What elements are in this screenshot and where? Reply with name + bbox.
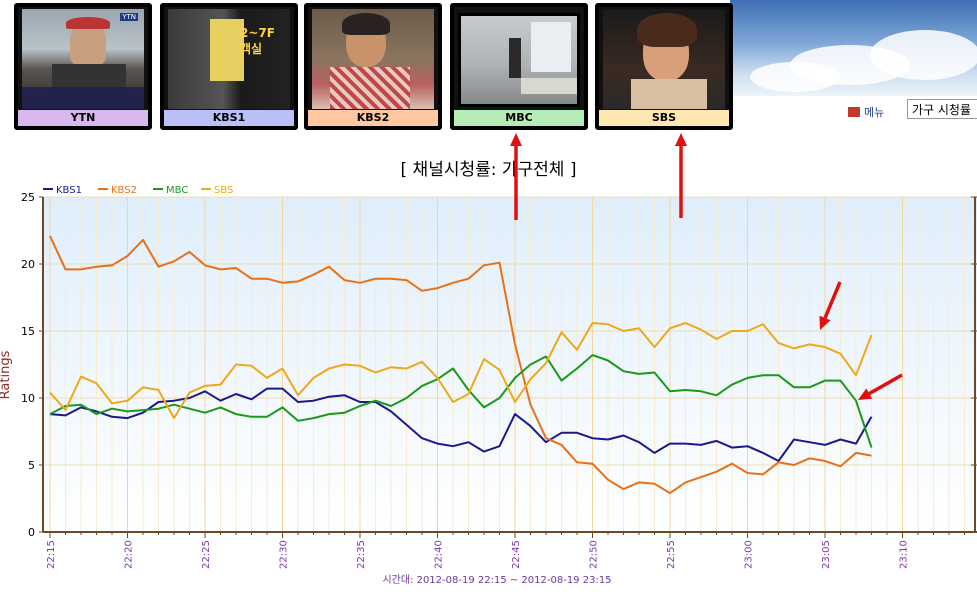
legend-label-kbs2: KBS2 bbox=[111, 185, 137, 196]
kbs1-sign bbox=[210, 19, 244, 81]
channel-thumb-sbs[interactable]: SBS bbox=[595, 3, 733, 130]
x-tick-label: 23:05 bbox=[821, 540, 832, 569]
reporter-cap bbox=[66, 17, 110, 29]
channel-label-sbs: SBS bbox=[599, 110, 729, 126]
x-tick-label: 22:20 bbox=[124, 540, 135, 569]
channel-thumb-kbs1[interactable]: 2~7F 객실 KBS1 bbox=[160, 3, 298, 130]
house-icon bbox=[848, 107, 860, 117]
cloud-shape bbox=[750, 62, 840, 92]
red-arrow-head bbox=[819, 315, 831, 330]
x-tick-label: 22:55 bbox=[666, 540, 677, 569]
red-arrow-head bbox=[675, 133, 687, 146]
x-tick-label: 22:50 bbox=[589, 540, 600, 569]
x-tick-label: 22:25 bbox=[201, 540, 212, 569]
mbc-thumbnail-image bbox=[458, 13, 580, 107]
menu-label: 메뉴 bbox=[864, 106, 885, 119]
channel-label-ytn: YTN bbox=[18, 110, 148, 126]
series-lines bbox=[49, 235, 873, 495]
x-tick-label: 22:35 bbox=[356, 540, 367, 569]
kbs2-thumbnail-image bbox=[312, 9, 434, 109]
red-arrow-head bbox=[858, 388, 873, 400]
red-arrow-shaft bbox=[868, 373, 903, 396]
sbs-thumbnail-image bbox=[603, 9, 725, 109]
channel-label-kbs2: KBS2 bbox=[308, 110, 438, 126]
y-tick-label: 15 bbox=[21, 325, 35, 338]
rating-type-select[interactable]: 가구 시청률 bbox=[907, 99, 977, 119]
series-line-kbs2 bbox=[49, 235, 872, 495]
annotation-arrows bbox=[510, 133, 903, 400]
channel-thumb-ytn[interactable]: YTN YTN bbox=[14, 3, 152, 130]
red-arrow-head bbox=[510, 133, 522, 146]
plot-background bbox=[43, 197, 977, 532]
y-tick-label: 0 bbox=[28, 526, 35, 539]
kbs1-sign-text: 2~7F 객실 bbox=[240, 26, 275, 56]
y-tick-label: 10 bbox=[21, 392, 35, 405]
cloud-shape bbox=[870, 30, 977, 80]
sbs-shirt bbox=[631, 79, 707, 109]
chart-title: [ 채널시청률: 가구전체 ] bbox=[400, 160, 577, 180]
menu-link[interactable]: 메뉴 bbox=[848, 104, 884, 120]
channel-label-kbs1: KBS1 bbox=[164, 110, 294, 126]
tick-labels: 0 5 10 15 20 25 22:15 22:20 22:25 22:30 22:35 22:40… bbox=[21, 191, 910, 569]
x-tick-label: 22:15 bbox=[46, 540, 57, 569]
mbc-window bbox=[531, 22, 571, 72]
y-tick-label: 25 bbox=[21, 191, 35, 204]
mbc-sofa bbox=[521, 78, 577, 94]
y-axis-label: Ratings bbox=[0, 350, 13, 399]
mbc-figure bbox=[509, 38, 521, 78]
kbs2-clothes bbox=[330, 67, 410, 109]
x-tick-label: 22:45 bbox=[511, 540, 522, 569]
y-tick-label: 20 bbox=[21, 258, 35, 271]
legend-label-mbc: MBC bbox=[166, 185, 188, 196]
series-line-mbc bbox=[49, 354, 873, 448]
x-tick-label: 22:40 bbox=[434, 540, 445, 569]
red-arrow-shaft bbox=[823, 281, 842, 319]
channel-label-mbc: MBC bbox=[454, 110, 584, 126]
kbs2-hair bbox=[342, 13, 390, 35]
news-caption-bar bbox=[22, 87, 144, 109]
ytn-thumbnail-image: YTN bbox=[22, 9, 144, 109]
legend: KBS1 KBS2 MBC SBS bbox=[43, 185, 233, 196]
channel-thumb-kbs2[interactable]: KBS2 bbox=[304, 3, 442, 130]
x-axis-label: 시간대: 2012-08-19 22:15 ~ 2012-08-19 23:15 bbox=[382, 574, 611, 586]
legend-label-sbs: SBS bbox=[214, 185, 233, 196]
x-tick-label: 23:00 bbox=[744, 540, 755, 569]
series-line-sbs bbox=[49, 322, 873, 420]
x-tick-label: 22:30 bbox=[279, 540, 290, 569]
x-tick-label: 23:10 bbox=[899, 540, 910, 569]
ytn-logo: YTN bbox=[120, 13, 138, 21]
channel-thumb-mbc[interactable]: MBC bbox=[450, 3, 588, 130]
kbs1-thumbnail-image: 2~7F 객실 bbox=[168, 9, 290, 109]
sbs-hair bbox=[637, 13, 697, 47]
axes bbox=[39, 196, 977, 538]
header-sky-background bbox=[730, 0, 977, 96]
legend-label-kbs1: KBS1 bbox=[56, 185, 82, 196]
y-tick-label: 5 bbox=[28, 459, 35, 472]
